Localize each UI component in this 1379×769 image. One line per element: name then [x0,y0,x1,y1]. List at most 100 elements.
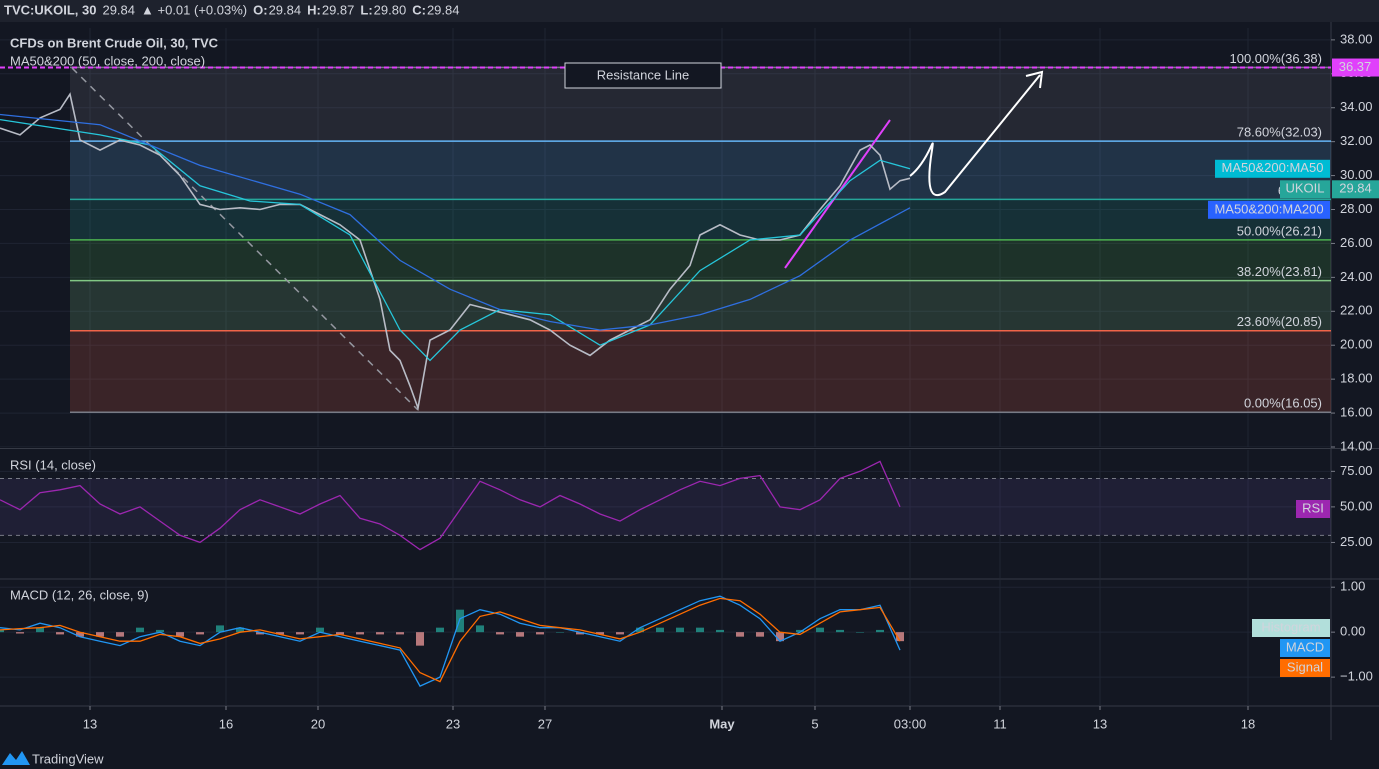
histogram-bar [556,632,564,633]
histogram-bar [456,609,464,633]
price-label-box [1332,58,1379,77]
histogram-bar [76,632,84,637]
ohlc-label: O: [253,2,267,17]
histogram-bar [536,632,544,635]
y-tick-label: 24.00 [1340,269,1373,284]
histogram-bar [416,632,424,646]
histogram-bar [356,632,364,635]
series-label-box [1215,159,1330,178]
last-price-label-box [1332,180,1379,199]
series-label-box [1280,639,1330,657]
ohlc-value: 29.87 [322,2,355,17]
y-tick-label: 50.00 [1340,498,1373,513]
x-tick-label: 13 [1093,716,1107,731]
histogram-bar [296,632,304,635]
histogram-bar [236,627,244,633]
fib-label: 100.00%(36.38) [1229,51,1322,66]
pane [0,28,1331,447]
ohlc-value: 29.84 [427,2,460,17]
series-label-box [1208,200,1330,219]
y-tick-label: 0.00 [1340,624,1365,639]
histogram-bar [836,629,844,633]
fib-band [70,141,1331,200]
x-tick-label: 20 [311,716,325,731]
y-tick-label: 34.00 [1340,99,1373,114]
histogram-bar [396,632,404,635]
histogram-bar [156,629,164,633]
series-label: Signal [1287,659,1323,674]
x-tick-label: May [709,716,735,731]
y-tick-label: 14.00 [1340,438,1373,453]
histogram-bar [56,632,64,635]
histogram-bar [116,632,124,637]
ohlc-label: C: [412,2,426,17]
y-tick-label: 22.00 [1340,303,1373,318]
histogram-bar [656,627,664,633]
last-price-label: 29.84 [1339,181,1372,196]
histogram-bar [436,627,444,633]
y-tick-label: 30.00 [1340,167,1373,182]
series-line [0,92,911,412]
header-text: 29.84 [102,2,135,17]
histogram-bar [676,627,684,633]
histogram-bar [96,632,104,637]
y-tick-label: 1.00 [1340,579,1365,594]
histogram-bar [16,632,24,634]
ohlc-value: 29.80 [374,2,407,17]
series-label: RSI [1302,500,1324,515]
y-tick-label: −1.00 [1340,669,1373,684]
histogram-bar [576,632,584,635]
series-line [0,113,911,331]
resistance-price: 36.37 [1339,59,1372,74]
histogram-bar [756,632,764,637]
histogram-bar [0,629,4,633]
x-tick-label: 03:00 [894,716,927,731]
histogram-bar [636,627,644,633]
pane-title: MACD (12, 26, close, 9) [10,587,149,602]
histogram-bar [216,625,224,633]
histogram-bar [496,632,504,635]
series-label: MA50&200:MA200 [1214,201,1323,216]
histogram-bar [796,629,804,633]
pane-subtitle: MA50&200 (50, close, 200, close) [10,53,205,68]
fib-label: 38.20%(23.81) [1237,264,1322,279]
fib-band [70,280,1331,331]
series-label-box [1280,659,1330,677]
series-label: MA50&200:MA50 [1222,160,1324,175]
series-label-box [1252,619,1330,637]
fib-band [70,330,1331,413]
histogram-bar [856,632,864,633]
histogram-bar [256,632,264,635]
ohlc-label: H: [307,2,321,17]
series-label-box [1280,180,1330,199]
series-label: MACD [1286,639,1324,654]
fib-label: 23.60%(20.85) [1237,314,1322,329]
x-tick-label: 11 [993,716,1007,731]
histogram-bar [176,632,184,637]
histogram-bar [476,625,484,633]
resistance-label: Resistance Line [597,67,690,82]
y-tick-label: 20.00 [1340,337,1373,352]
series-label-box [1296,500,1330,518]
y-tick-label: 16.00 [1340,405,1373,420]
histogram-bar [816,627,824,633]
histogram-bar [716,629,724,633]
histogram-bar [336,632,344,635]
x-tick-label: 23 [446,716,460,731]
fib-label: 0.00%(16.05) [1244,396,1322,411]
histogram-bar [136,627,144,633]
histogram-bar [316,627,324,633]
series-line [0,595,901,687]
fib-band [70,199,1331,240]
y-tick-label: 18.00 [1340,371,1373,386]
pane-title: CFDs on Brent Crude Oil, 30, TVC [10,35,219,50]
histogram-bar [736,632,744,637]
series-line [0,118,911,362]
drawing-dashed [71,67,419,411]
histogram-bar [896,632,904,642]
histogram-bar [276,632,284,635]
header-text: ▲ +0.01 (+0.03%) [141,2,247,17]
x-tick-label: 27 [538,716,552,731]
